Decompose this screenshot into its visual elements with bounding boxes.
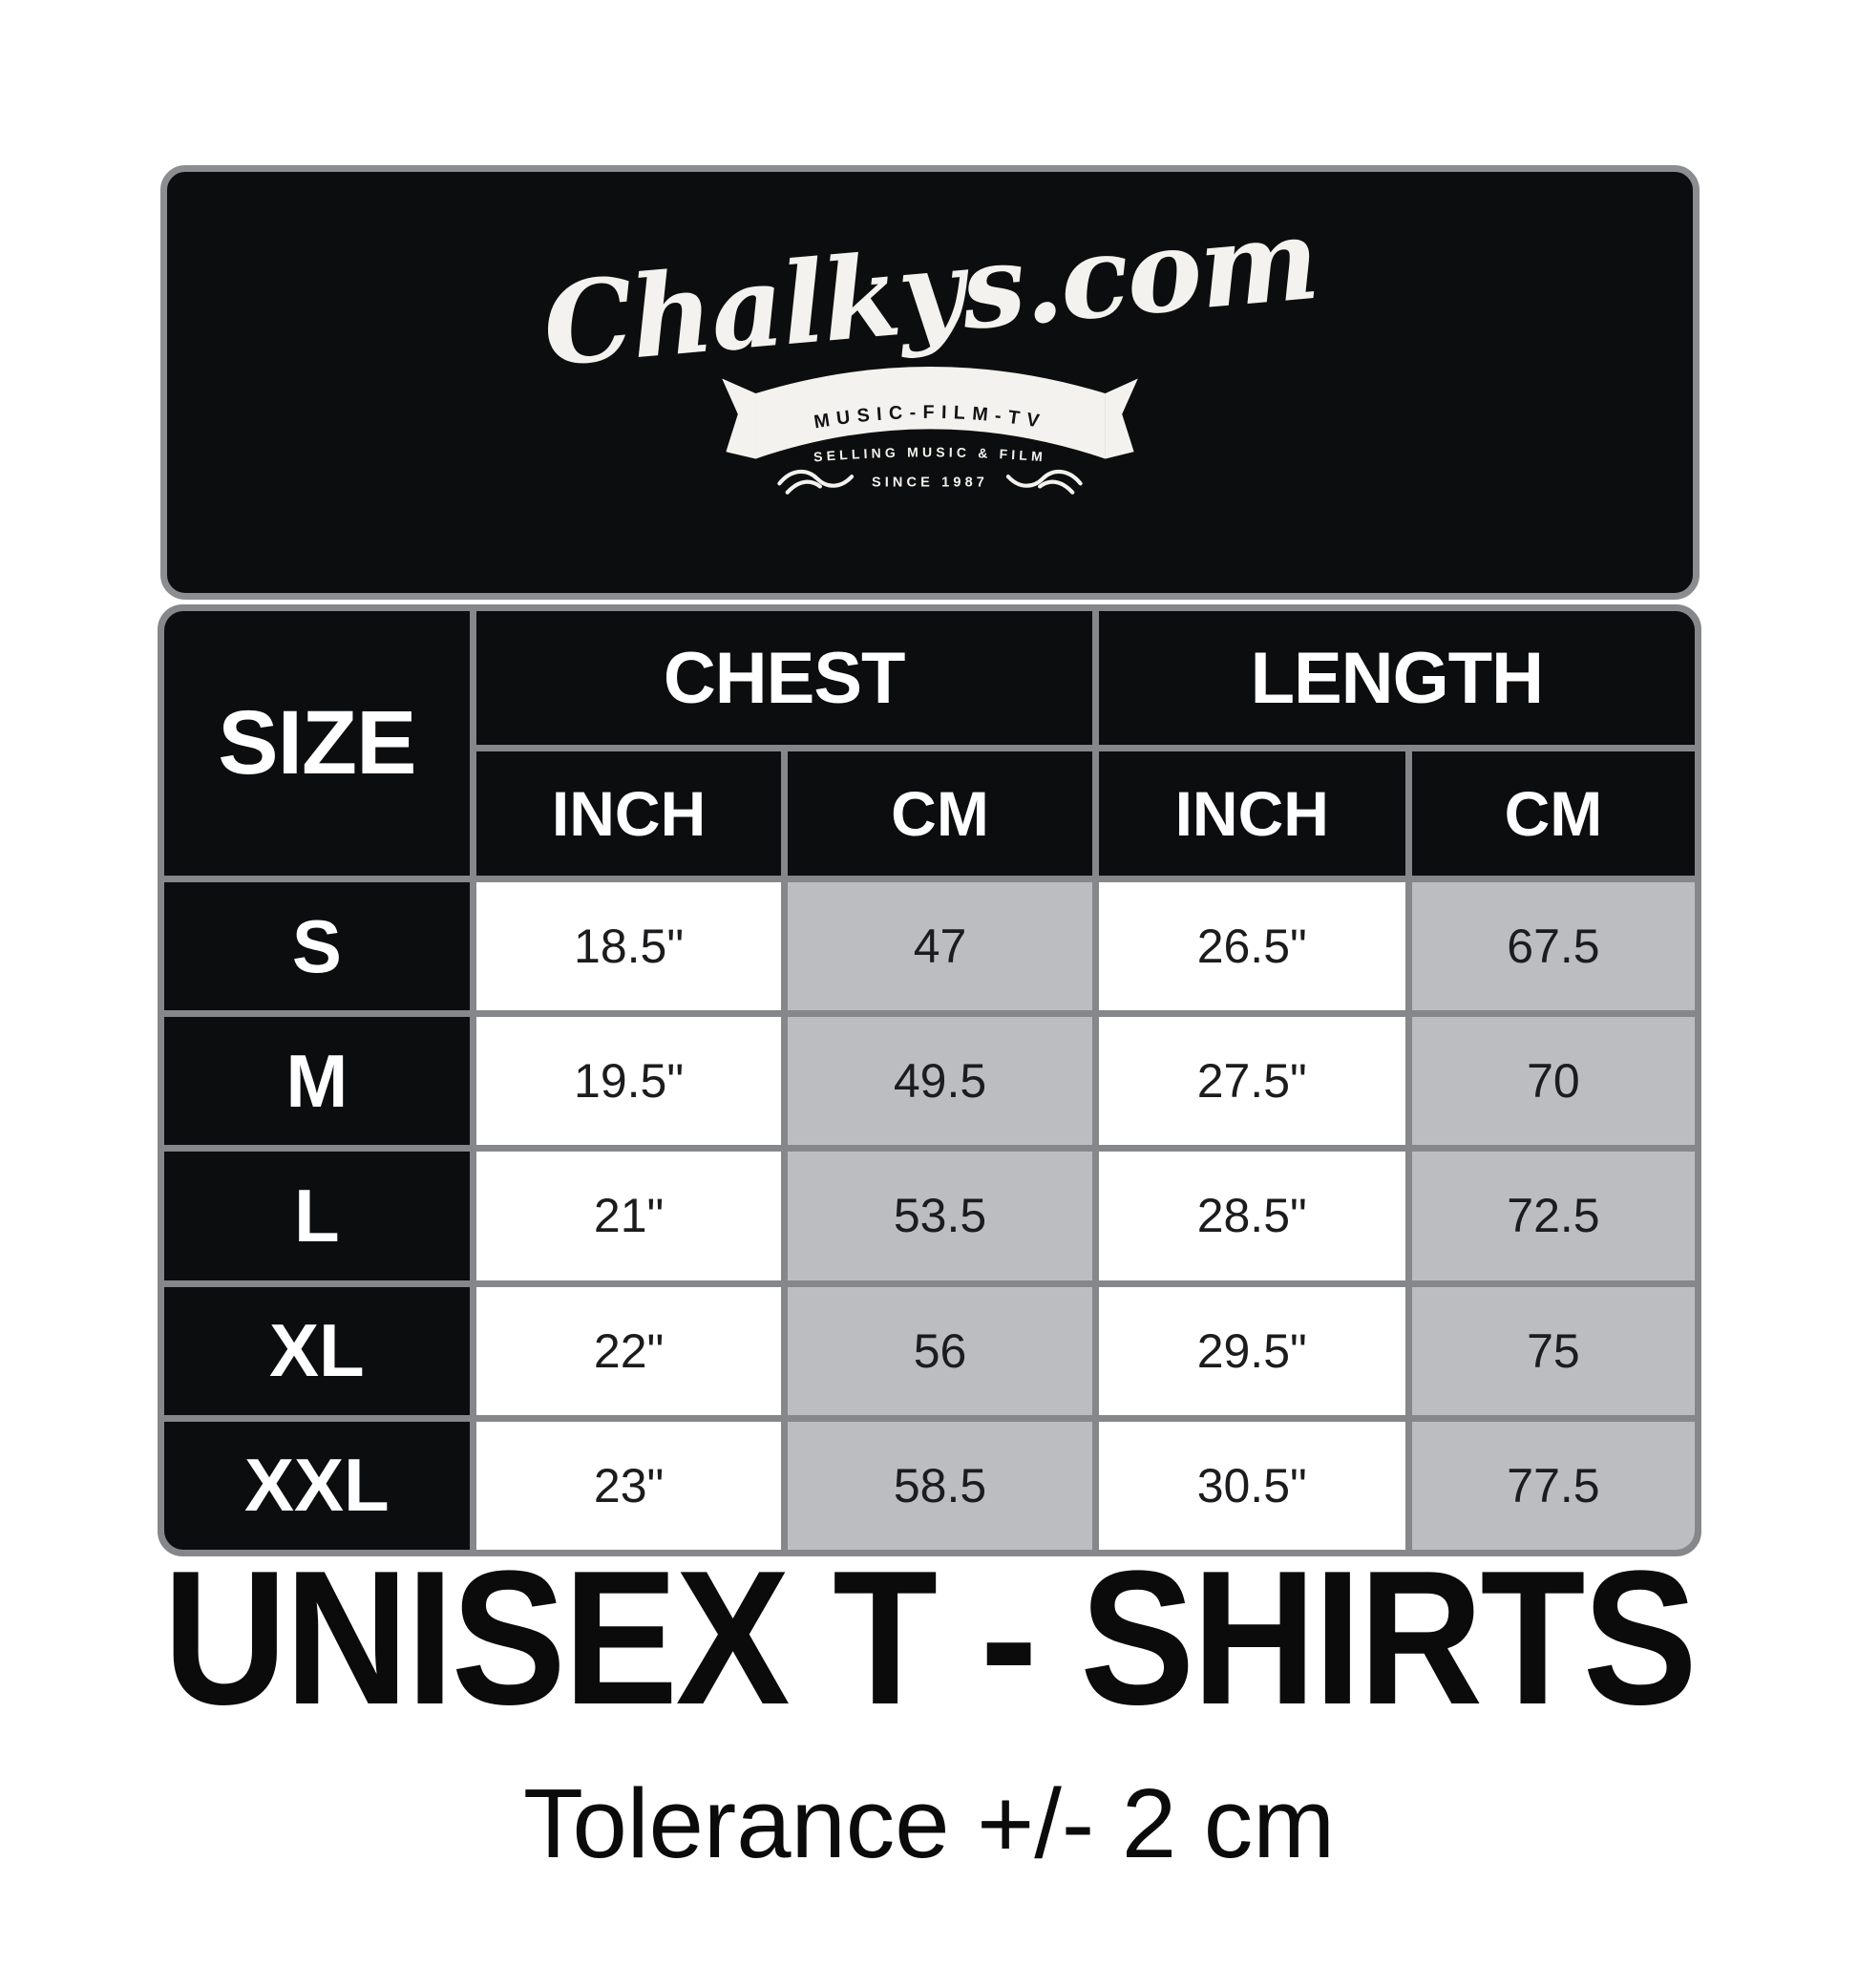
size-label: M [164, 1017, 470, 1146]
product-title: UNISEX T - SHIRTS [162, 1532, 1698, 1745]
size-label: XL [164, 1286, 470, 1415]
chest-cm-value: 47 [788, 882, 1092, 1011]
chest-cm-value: 56 [788, 1286, 1092, 1415]
length-inch-value: 26.5" [1098, 882, 1405, 1011]
flourish-left-icon [777, 469, 855, 495]
col-header-length-inch: INCH [1098, 751, 1405, 876]
col-header-size: SIZE [164, 611, 470, 876]
table-row-xl: XL 22" 56 29.5" 75 [164, 1286, 1695, 1415]
chest-inch-value: 23" [475, 1421, 782, 1550]
col-header-chest-inch: INCH [475, 751, 782, 876]
size-label: L [164, 1152, 470, 1280]
length-inch-value: 29.5" [1098, 1286, 1405, 1415]
col-header-length-cm: CM [1411, 751, 1695, 876]
table-row-m: M 19.5" 49.5 27.5" 70 [164, 1017, 1695, 1146]
chest-inch-value: 21" [475, 1152, 782, 1280]
table-row-l: L 21" 53.5 28.5" 72.5 [164, 1152, 1695, 1280]
length-inch-value: 27.5" [1098, 1017, 1405, 1146]
table-row-xxl: XXL 23" 58.5 30.5" 77.5 [164, 1421, 1695, 1550]
since-label: SINCE 1987 [872, 475, 988, 490]
table-row-s: S 18.5" 47 26.5" 67.5 [164, 882, 1695, 1011]
brand-logo: Chalkys.com [538, 191, 1322, 392]
col-header-chest: CHEST [475, 611, 1092, 745]
length-cm-value: 75 [1411, 1286, 1695, 1415]
length-cm-value: 70 [1411, 1017, 1695, 1146]
chest-cm-value: 49.5 [788, 1017, 1092, 1146]
ribbon-left-tail [722, 378, 756, 459]
chest-inch-value: 22" [475, 1286, 782, 1415]
tagline-label-text: SELLING MUSIC & FILM [813, 444, 1043, 464]
length-cm-value: 67.5 [1411, 882, 1695, 1011]
chest-inch-value: 18.5" [475, 882, 782, 1011]
length-cm-value: 72.5 [1411, 1152, 1695, 1280]
chest-cm-value: 58.5 [788, 1421, 1092, 1550]
length-inch-value: 30.5" [1098, 1421, 1405, 1550]
flourish-right-icon [1005, 469, 1083, 495]
brand-banner: MUSIC-FILM-TV SELLING MUSIC & FILM SINCE… [722, 366, 1138, 495]
col-header-length: LENGTH [1098, 611, 1695, 745]
size-label: S [164, 882, 470, 1011]
chest-cm-value: 53.5 [788, 1152, 1092, 1280]
chest-inch-value: 19.5" [475, 1017, 782, 1146]
size-label: XXL [164, 1421, 470, 1550]
tolerance-note: Tolerance +/- 2 cm [522, 1768, 1336, 1878]
brand-header: Chalkys.com MUSIC-FILM-TV SELLING MUSIC … [160, 165, 1700, 600]
length-cm-value: 77.5 [1411, 1421, 1695, 1550]
ribbon-right-tail [1105, 378, 1138, 459]
tagline-label: SELLING MUSIC & FILM [813, 444, 1046, 464]
col-header-chest-cm: CM [788, 751, 1092, 876]
length-inch-value: 28.5" [1098, 1152, 1405, 1280]
size-table: SIZE CHEST LENGTH INCH CM INCH CM S 18.5… [158, 604, 1701, 1556]
ribbon-band [755, 366, 1106, 459]
